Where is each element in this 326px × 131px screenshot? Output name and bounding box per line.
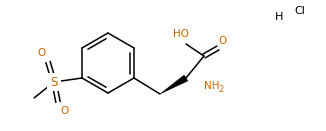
Text: HO: HO	[173, 29, 189, 39]
Text: O: O	[60, 106, 68, 116]
Text: Cl: Cl	[295, 6, 305, 16]
Text: O: O	[37, 48, 45, 58]
Text: H: H	[275, 12, 283, 22]
Text: S: S	[50, 75, 58, 89]
Text: 2: 2	[218, 84, 223, 94]
Text: NH: NH	[204, 81, 219, 91]
Polygon shape	[160, 75, 188, 94]
Text: O: O	[219, 36, 227, 46]
